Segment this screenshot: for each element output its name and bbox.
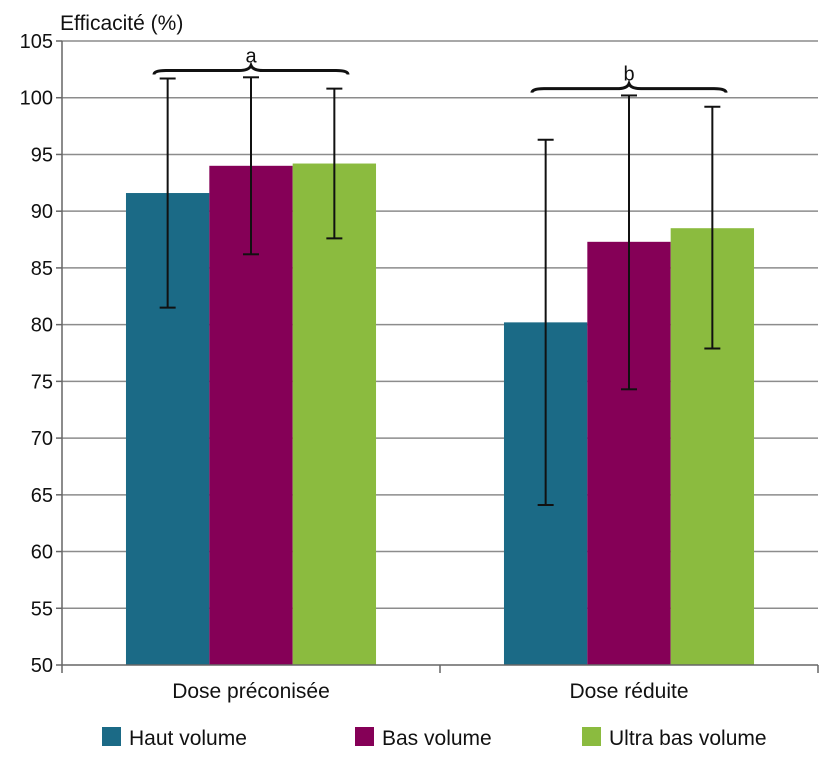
brace-label: b <box>623 64 634 86</box>
y-tick-label: 85 <box>31 258 53 280</box>
legend-label: Haut volume <box>129 727 247 750</box>
legend-swatch <box>102 727 121 746</box>
y-tick-label: 80 <box>31 315 53 337</box>
significance-braces: ab <box>152 45 728 93</box>
y-tick-label: 70 <box>31 428 53 450</box>
x-axis: Dose préconisée Dose réduite <box>61 664 819 703</box>
y-axis-title: Efficacité (%) <box>60 12 183 35</box>
legend: Haut volume Bas volume Ultra bas volume <box>102 727 767 750</box>
legend-label: Ultra bas volume <box>609 727 767 750</box>
y-tick-label: 75 <box>31 371 53 393</box>
legend-swatch <box>355 727 374 746</box>
y-tick-label: 60 <box>31 542 53 564</box>
y-tick-label: 90 <box>31 201 53 223</box>
y-tick-label: 100 <box>20 88 53 110</box>
brace <box>530 79 728 93</box>
bar <box>292 163 377 665</box>
y-tick-label: 50 <box>31 655 53 677</box>
y-axis: 50 55 60 65 70 75 80 85 90 95 100 105 <box>20 31 63 677</box>
legend-label: Bas volume <box>382 727 492 750</box>
brace-label: a <box>245 45 257 67</box>
error-bars <box>159 76 721 507</box>
x-tick-label: Dose réduite <box>569 680 688 703</box>
bars <box>125 163 755 666</box>
legend-swatch <box>582 727 601 746</box>
y-tick-label: 95 <box>31 144 53 166</box>
brace <box>152 61 350 75</box>
y-tick-label: 65 <box>31 485 53 507</box>
y-tick-label: 105 <box>20 31 53 53</box>
x-tick-label: Dose préconisée <box>172 680 330 703</box>
y-tick-label: 55 <box>31 598 53 620</box>
